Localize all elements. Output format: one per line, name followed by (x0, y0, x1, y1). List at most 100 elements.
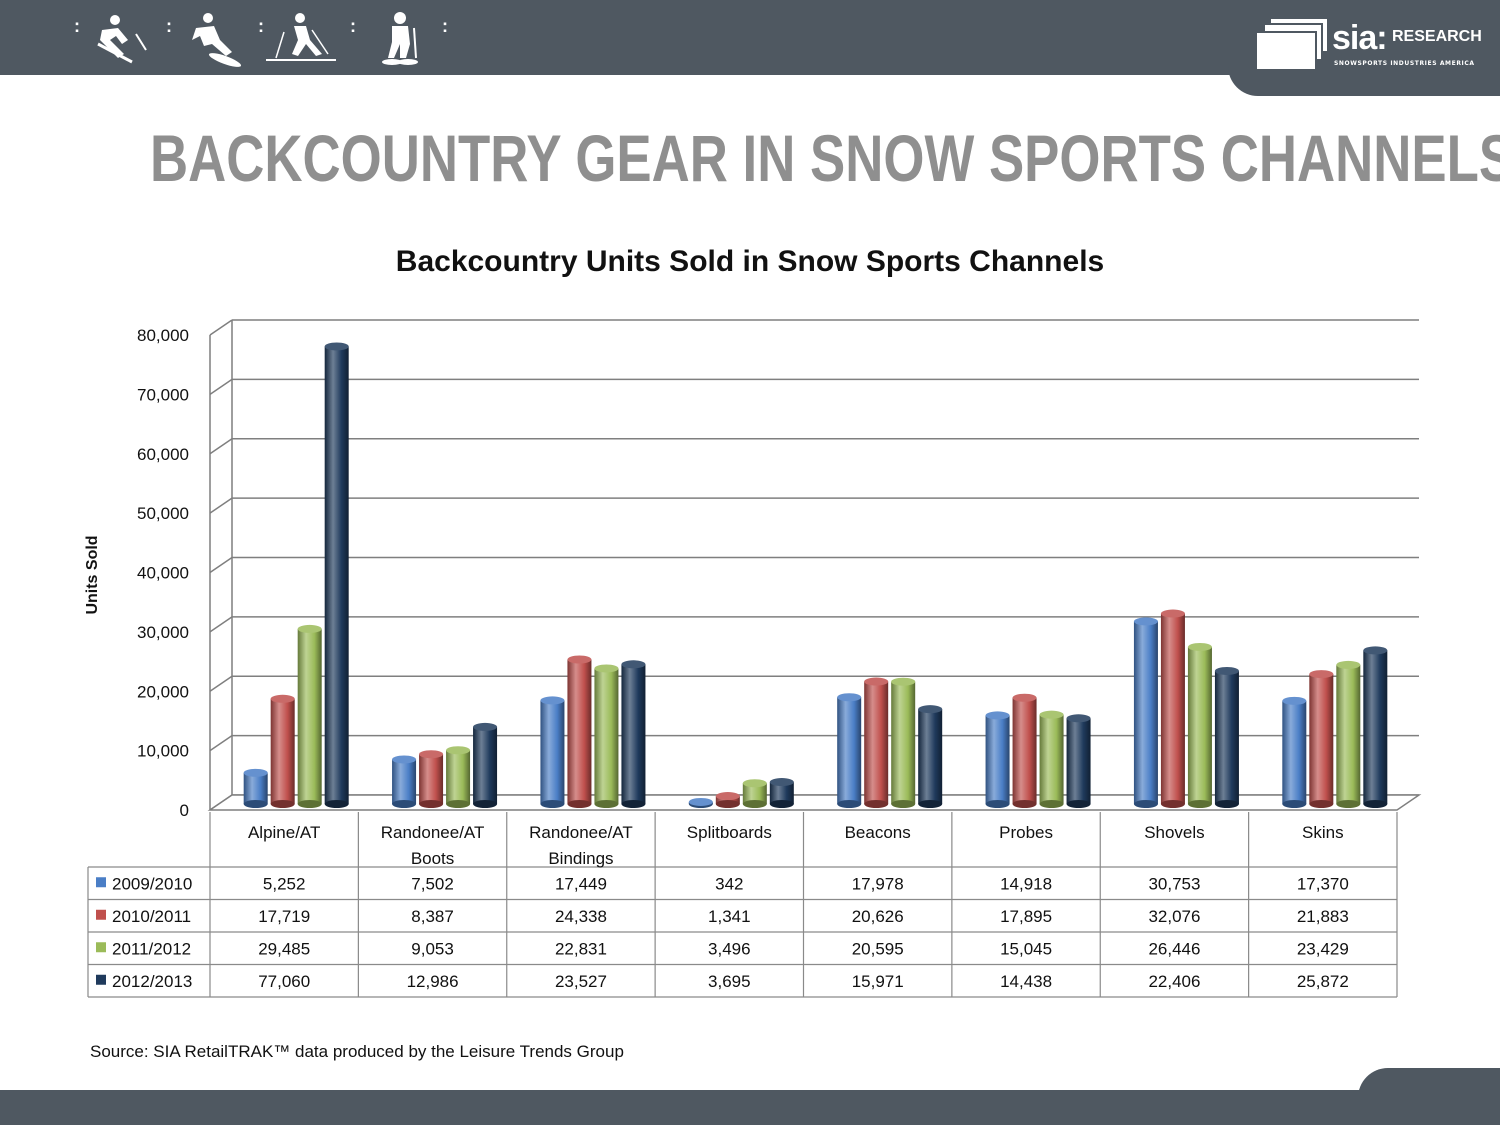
data-label: 22,831 (555, 939, 607, 958)
y-tick-label: 10,000 (137, 742, 189, 761)
header-separator: : (74, 16, 80, 36)
bar (324, 342, 349, 808)
snowshoer-icon (382, 12, 418, 65)
data-label: 23,527 (555, 972, 607, 991)
data-label: 342 (715, 874, 743, 893)
header-separator: : (442, 16, 448, 36)
gridline-depth (209, 556, 233, 574)
data-label: 77,060 (258, 972, 310, 991)
data-label: 3,695 (708, 972, 751, 991)
sport-icons (97, 12, 418, 67)
category-label: Splitboards (687, 823, 772, 842)
bar (1133, 617, 1158, 808)
chart-title: Backcountry Units Sold in Snow Sports Ch… (395, 245, 1105, 278)
bar (837, 693, 862, 808)
data-label: 3,496 (708, 939, 751, 958)
data-label: 9,053 (411, 939, 454, 958)
bar (742, 779, 767, 808)
cross-country-skier-icon (266, 13, 336, 61)
bar (473, 722, 498, 808)
data-label: 17,449 (555, 874, 607, 893)
header-separator: : (166, 16, 172, 36)
category-label: Boots (411, 849, 454, 868)
category-label: Randonee/AT (529, 823, 633, 842)
data-label: 17,895 (1000, 907, 1052, 926)
gridline-depth (209, 378, 233, 395)
bar (1363, 646, 1388, 808)
y-tick-label: 60,000 (137, 445, 189, 464)
y-tick-label: 40,000 (137, 564, 189, 583)
data-label: 14,918 (1000, 874, 1052, 893)
bar (594, 664, 619, 808)
data-label: 25,872 (1297, 972, 1349, 991)
header-separator: : (350, 16, 356, 36)
source-note: Source: SIA RetailTRAK™ data produced by… (90, 1042, 624, 1061)
data-label: 12,986 (407, 972, 459, 991)
y-tick-label: 50,000 (137, 504, 189, 523)
bar (769, 778, 794, 808)
bar (864, 677, 889, 808)
bar (567, 655, 592, 808)
bar (621, 660, 646, 808)
logo-subtitle: SNOWSPORTS INDUSTRIES AMERICA (1334, 60, 1475, 67)
legend-label: 2012/2013 (112, 972, 192, 991)
gridline-depth (209, 497, 233, 514)
bar (1160, 609, 1185, 808)
data-label: 15,045 (1000, 939, 1052, 958)
data-label: 32,076 (1148, 907, 1200, 926)
category-label: Randonee/AT (381, 823, 485, 842)
data-label: 26,446 (1148, 939, 1200, 958)
bar (446, 746, 471, 808)
data-label: 8,387 (411, 907, 454, 926)
gridline-depth (209, 735, 233, 752)
bar (270, 694, 295, 808)
data-label: 23,429 (1297, 939, 1349, 958)
bar (715, 792, 740, 808)
skier-icon (97, 15, 147, 64)
data-label: 22,406 (1148, 972, 1200, 991)
bar (540, 696, 565, 808)
footer-bar (0, 1090, 1500, 1125)
bar (1039, 710, 1064, 808)
data-label: 24,338 (555, 907, 607, 926)
legend-swatch (96, 877, 106, 888)
legend-label: 2011/2012 (112, 939, 191, 958)
y-tick-label: 20,000 (137, 682, 189, 701)
gridline-depth (209, 319, 233, 336)
page-title: BACKCOUNTRY GEAR IN SNOW SPORTS CHANNELS (150, 121, 1500, 195)
bar (985, 711, 1010, 808)
category-label: Beacons (845, 823, 911, 842)
bar (918, 705, 943, 808)
data-label: 20,595 (852, 939, 904, 958)
sia-logo: sia: RESEARCH SNOWSPORTS INDUSTRIES AMER… (1256, 18, 1482, 70)
gridline-depth (209, 675, 233, 692)
y-tick-label: 80,000 (137, 326, 189, 345)
logo-word: sia: (1332, 19, 1388, 57)
bar (891, 677, 916, 808)
y-tick-label: 0 (180, 801, 189, 820)
data-label: 15,971 (852, 972, 904, 991)
chart-floor (207, 794, 1422, 811)
legend-label: 2009/2010 (112, 874, 192, 893)
snowboarder-icon (192, 13, 242, 67)
data-label: 29,485 (258, 939, 310, 958)
logo-research: RESEARCH (1392, 28, 1482, 45)
bar (1187, 642, 1212, 808)
y-axis-label: Units Sold (84, 535, 101, 614)
category-label: Alpine/AT (248, 823, 320, 842)
bar (688, 797, 713, 808)
legend-swatch (96, 909, 106, 920)
data-label: 17,978 (852, 874, 904, 893)
data-label: 7,502 (411, 874, 454, 893)
category-label: Bindings (548, 849, 613, 868)
legend-label: 2010/2011 (112, 907, 191, 926)
data-label: 17,719 (258, 907, 310, 926)
legend-swatch (96, 974, 106, 985)
data-label: 5,252 (263, 874, 306, 893)
data-label: 30,753 (1148, 874, 1200, 893)
gridline-depth (209, 616, 233, 633)
data-label: 1,341 (708, 907, 751, 926)
bar (1336, 660, 1361, 808)
y-tick-label: 30,000 (137, 623, 189, 642)
